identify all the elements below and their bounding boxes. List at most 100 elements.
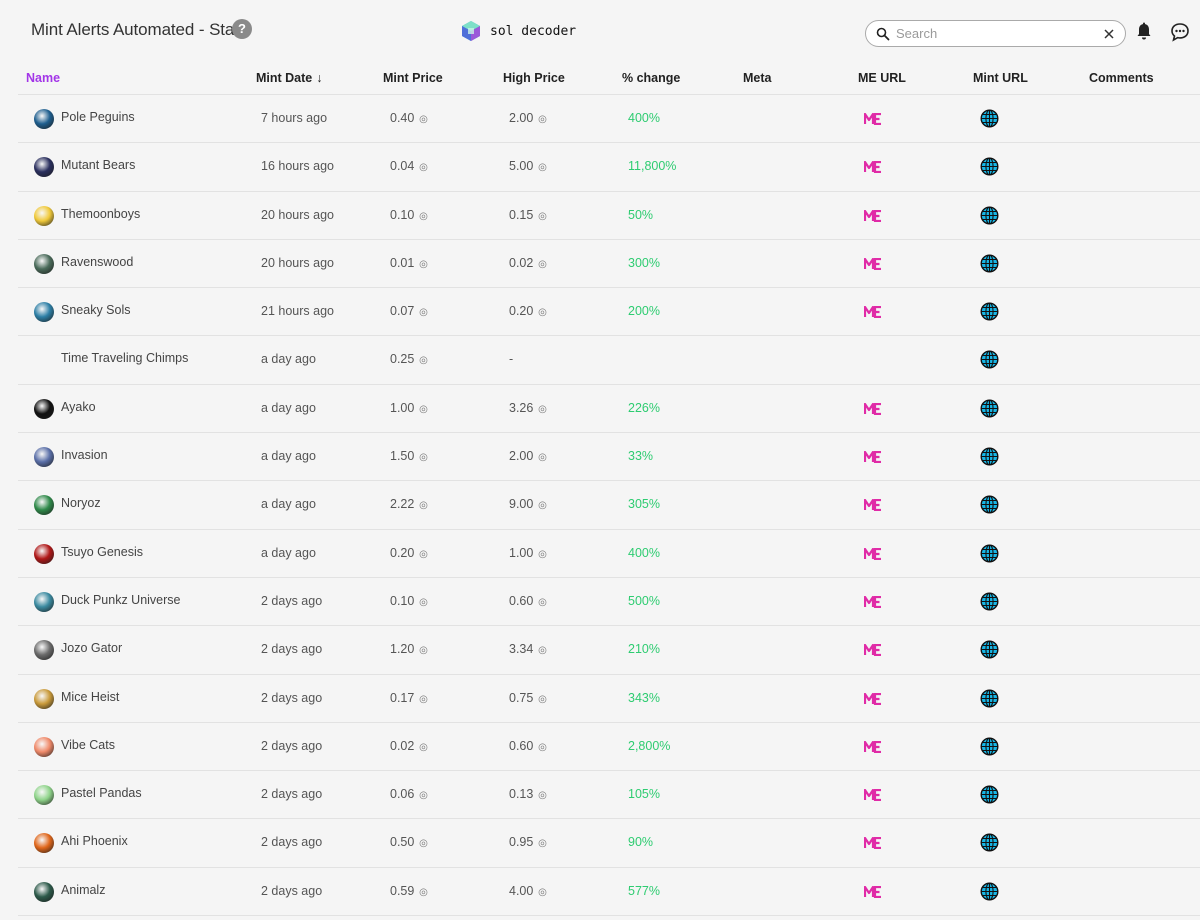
magic-eden-icon[interactable] bbox=[863, 305, 882, 319]
magic-eden-icon[interactable] bbox=[863, 498, 882, 512]
magic-eden-icon[interactable] bbox=[863, 595, 882, 609]
magic-eden-icon[interactable] bbox=[863, 547, 882, 560]
collection-name[interactable]: Ayako bbox=[61, 399, 96, 414]
high-price-value: 2.00 bbox=[509, 449, 534, 464]
collection-name[interactable]: Mice Heist bbox=[61, 689, 120, 704]
help-icon[interactable]: ? bbox=[232, 19, 252, 39]
table-row[interactable]: Tsuyo Genesis a day ago 0.20 ◎ 1.00 ◎ 400% bbox=[18, 530, 1200, 578]
column-meta[interactable]: Meta bbox=[743, 71, 772, 85]
magic-eden-icon[interactable] bbox=[863, 450, 882, 464]
magic-eden-icon[interactable] bbox=[863, 112, 882, 126]
magic-eden-icon[interactable] bbox=[863, 209, 882, 222]
table-row[interactable]: Ayako a day ago 1.00 ◎ 3.26 ◎ 226% bbox=[18, 385, 1200, 434]
magic-eden-icon[interactable] bbox=[863, 788, 882, 802]
brand[interactable]: sol decoder bbox=[460, 19, 576, 43]
collection-name[interactable]: Vibe Cats bbox=[61, 737, 115, 752]
column-comments[interactable]: Comments bbox=[1089, 71, 1154, 85]
table-row[interactable]: Themoonboys 20 hours ago 0.10 ◎ 0.15 ◎ 50% bbox=[18, 192, 1200, 240]
globe-icon[interactable] bbox=[980, 350, 999, 369]
collection-name[interactable]: Time Traveling Chimps bbox=[61, 351, 189, 366]
pct-change: 33% bbox=[628, 449, 654, 464]
collection-name[interactable]: Sneaky Sols bbox=[61, 303, 131, 318]
bell-icon[interactable] bbox=[1135, 22, 1153, 42]
high-price: 0.15 ◎ bbox=[509, 208, 547, 222]
chat-icon[interactable] bbox=[1170, 22, 1190, 42]
table-row[interactable]: Mutant Bears 16 hours ago 0.04 ◎ 5.00 ◎ 11,8… bbox=[18, 143, 1200, 192]
table-row[interactable]: Duck Punkz Universe 2 days ago 0.10 ◎ 0.60 … bbox=[18, 578, 1200, 627]
collection-name[interactable]: Jozo Gator bbox=[61, 641, 123, 656]
mint-price: 1.20 ◎ bbox=[390, 642, 428, 656]
collection-avatar bbox=[34, 543, 54, 564]
close-icon[interactable] bbox=[1102, 27, 1116, 41]
column-mint-date[interactable]: Mint Date ↓ bbox=[256, 71, 323, 85]
globe-icon[interactable] bbox=[980, 544, 999, 563]
column-mint-price[interactable]: Mint Price bbox=[383, 71, 443, 85]
collection-name[interactable]: Pole Peguins bbox=[61, 110, 135, 124]
magic-eden-icon[interactable] bbox=[863, 160, 882, 174]
table-row[interactable]: Sneaky Sols 21 hours ago 0.07 ◎ 0.20 ◎ 200% bbox=[18, 288, 1200, 337]
magic-eden-icon[interactable] bbox=[863, 402, 882, 415]
collection-name[interactable]: Invasion bbox=[61, 448, 108, 463]
table-row[interactable]: Mice Heist 2 days ago 0.17 ◎ 0.75 ◎ 343% bbox=[18, 675, 1200, 723]
high-price: 0.13 ◎ bbox=[509, 787, 547, 801]
mint-price-value: 0.02 bbox=[390, 738, 415, 753]
table-row[interactable]: Ravenswood 20 hours ago 0.01 ◎ 0.02 ◎ 300% bbox=[18, 240, 1200, 289]
magic-eden-icon[interactable] bbox=[863, 740, 882, 753]
table-row[interactable]: Ahi Phoenix 2 days ago 0.50 ◎ 0.95 ◎ 90% bbox=[18, 819, 1200, 868]
mint-price-value: 0.17 bbox=[390, 690, 415, 705]
collection-name[interactable]: Tsuyo Genesis bbox=[61, 544, 143, 559]
sol-icon: ◎ bbox=[416, 403, 428, 415]
mint-date: 2 days ago bbox=[261, 738, 323, 753]
globe-icon[interactable] bbox=[980, 254, 999, 273]
column-mint-url[interactable]: Mint URL bbox=[973, 71, 1028, 85]
table-row[interactable]: Noryoz a day ago 2.22 ◎ 9.00 ◎ 305% bbox=[18, 481, 1200, 530]
table-row[interactable]: Animalz 2 days ago 0.59 ◎ 4.00 ◎ 577% bbox=[18, 868, 1200, 917]
sol-icon: ◎ bbox=[416, 886, 428, 898]
collection-name[interactable]: Duck Punkz Universe bbox=[61, 592, 181, 607]
globe-icon[interactable] bbox=[980, 495, 999, 514]
magic-eden-icon[interactable] bbox=[863, 885, 882, 898]
search-input[interactable] bbox=[896, 24, 1096, 43]
column-name[interactable]: Name bbox=[26, 71, 61, 85]
globe-icon[interactable] bbox=[980, 592, 999, 611]
mint-price: 0.17 ◎ bbox=[390, 691, 428, 705]
collection-name[interactable]: Noryoz bbox=[61, 496, 101, 511]
column-mint-date-label: Mint Date bbox=[256, 71, 313, 85]
mint-price-value: 0.06 bbox=[390, 787, 415, 802]
column-high-price[interactable]: High Price bbox=[503, 71, 565, 85]
pct-change: 343% bbox=[628, 690, 660, 705]
table-row[interactable]: Jozo Gator 2 days ago 1.20 ◎ 3.34 ◎ 210% bbox=[18, 626, 1200, 675]
table-row[interactable]: Invasion a day ago 1.50 ◎ 2.00 ◎ 33% bbox=[18, 433, 1200, 482]
table-row[interactable]: Pole Peguins 7 hours ago 0.40 ◎ 2.00 ◎ 400% bbox=[18, 95, 1200, 144]
collection-name[interactable]: Animalz bbox=[61, 882, 106, 897]
table-row[interactable]: Time Traveling Chimps a day ago 0.25 ◎ - bbox=[18, 336, 1200, 385]
collection-name[interactable]: Themoonboys bbox=[61, 206, 141, 221]
globe-icon[interactable] bbox=[980, 206, 999, 225]
mint-price: 0.07 ◎ bbox=[390, 304, 428, 318]
globe-icon[interactable] bbox=[980, 399, 999, 418]
mint-date: a day ago bbox=[261, 497, 316, 512]
globe-icon[interactable] bbox=[980, 302, 999, 321]
globe-icon[interactable] bbox=[980, 785, 999, 804]
table-row[interactable]: Vibe Cats 2 days ago 0.02 ◎ 0.60 ◎ 2,800% bbox=[18, 723, 1200, 772]
globe-icon[interactable] bbox=[980, 109, 999, 128]
search-box[interactable] bbox=[865, 20, 1126, 47]
magic-eden-icon[interactable] bbox=[863, 836, 882, 850]
globe-icon[interactable] bbox=[980, 737, 999, 756]
collection-name[interactable]: Pastel Pandas bbox=[61, 786, 142, 801]
globe-icon[interactable] bbox=[980, 157, 999, 176]
collection-name[interactable]: Mutant Bears bbox=[61, 158, 136, 173]
globe-icon[interactable] bbox=[980, 447, 999, 466]
globe-icon[interactable] bbox=[980, 882, 999, 901]
table-row[interactable]: Pastel Pandas 2 days ago 0.06 ◎ 0.13 ◎ 105% bbox=[18, 771, 1200, 820]
magic-eden-icon[interactable] bbox=[863, 692, 882, 705]
column-me-url[interactable]: ME URL bbox=[858, 71, 906, 85]
collection-name[interactable]: Ravenswood bbox=[61, 254, 134, 269]
globe-icon[interactable] bbox=[980, 689, 999, 708]
magic-eden-icon[interactable] bbox=[863, 257, 882, 270]
column-pct-change[interactable]: % change bbox=[622, 71, 681, 85]
collection-name[interactable]: Ahi Phoenix bbox=[61, 834, 128, 849]
globe-icon[interactable] bbox=[980, 640, 999, 659]
magic-eden-icon[interactable] bbox=[863, 643, 882, 657]
globe-icon[interactable] bbox=[980, 833, 999, 852]
